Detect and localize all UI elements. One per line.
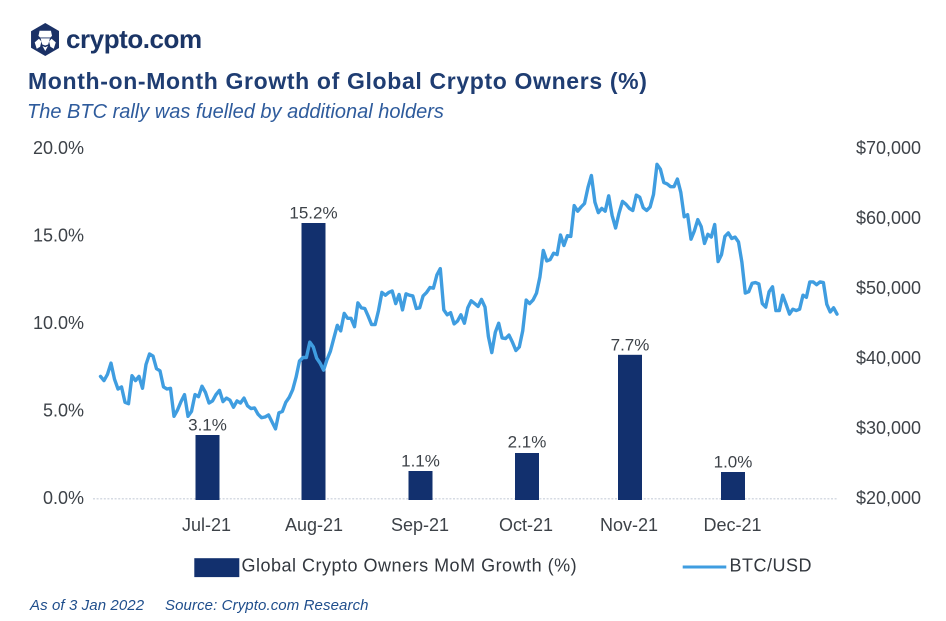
svg-text:1.0%: 1.0%	[714, 453, 753, 472]
svg-text:0.0%: 0.0%	[43, 488, 84, 508]
svg-text:1.1%: 1.1%	[401, 452, 440, 471]
svg-text:As of 3 Jan 2022: As of 3 Jan 2022	[29, 597, 145, 614]
svg-text:7.7%: 7.7%	[611, 336, 650, 355]
svg-text:2.1%: 2.1%	[508, 433, 547, 452]
svg-text:Aug-21: Aug-21	[285, 515, 343, 535]
svg-text:20.0%: 20.0%	[33, 138, 84, 158]
svg-text:BTC/USD: BTC/USD	[730, 556, 813, 576]
svg-text:15.2%: 15.2%	[289, 204, 337, 223]
svg-text:$20,000: $20,000	[856, 488, 921, 508]
svg-text:$70,000: $70,000	[856, 138, 921, 158]
svg-text:Global Crypto Owners MoM Growt: Global Crypto Owners MoM Growth (%)	[242, 556, 578, 576]
svg-text:Nov-21: Nov-21	[600, 515, 658, 535]
svg-text:$50,000: $50,000	[856, 278, 921, 298]
svg-text:$30,000: $30,000	[856, 418, 921, 438]
svg-text:10.0%: 10.0%	[33, 313, 84, 333]
svg-text:Sep-21: Sep-21	[391, 515, 449, 535]
svg-text:5.0%: 5.0%	[43, 400, 84, 420]
svg-text:Source: Crypto.com Research: Source: Crypto.com Research	[165, 597, 369, 614]
svg-text:Dec-21: Dec-21	[703, 515, 761, 535]
svg-text:Oct-21: Oct-21	[499, 515, 553, 535]
svg-text:Jul-21: Jul-21	[182, 515, 231, 535]
svg-text:3.1%: 3.1%	[188, 416, 227, 435]
svg-text:$60,000: $60,000	[856, 208, 921, 228]
svg-text:15.0%: 15.0%	[33, 225, 84, 245]
svg-text:$40,000: $40,000	[856, 348, 921, 368]
